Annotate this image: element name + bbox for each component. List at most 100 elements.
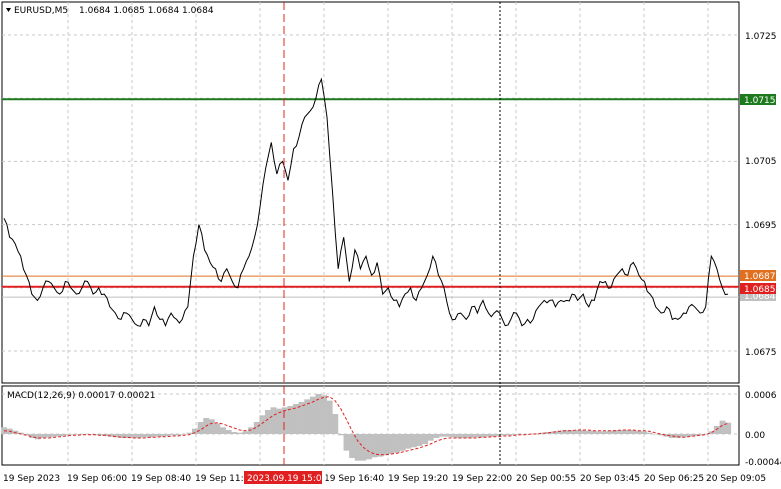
support-badge — [740, 283, 776, 294]
macd-bar — [629, 430, 636, 434]
macd-bar — [635, 430, 642, 434]
macd-bar — [253, 422, 260, 434]
macd-bar — [349, 434, 356, 458]
macd-bar — [618, 430, 625, 434]
macd-bar — [483, 434, 490, 437]
resistance-badge — [740, 94, 776, 105]
macd-bar — [18, 432, 24, 434]
macd-bar — [242, 431, 249, 434]
triangle-down-icon[interactable] — [6, 8, 11, 12]
macd-bar — [29, 434, 36, 438]
macd-bar — [377, 434, 384, 457]
macd-bar — [601, 431, 608, 434]
macd-bar — [472, 434, 479, 438]
macd-bar — [719, 420, 726, 434]
macd-bar — [416, 434, 423, 446]
price-tick: 1.0705 — [745, 157, 777, 167]
macd-bar — [337, 434, 344, 436]
macd-bar — [422, 434, 429, 444]
price-tick: 1.0725 — [745, 32, 777, 42]
price-tick: 1.0695 — [745, 221, 777, 231]
macd-bar — [107, 434, 114, 437]
macd-bar — [343, 434, 350, 451]
macd-bar — [141, 434, 148, 438]
time-tick: 19 Sep 2023 — [3, 474, 60, 484]
macd-bar — [489, 434, 496, 437]
macd-bar — [528, 434, 535, 435]
price-panel[interactable] — [1, 1, 740, 384]
macd-bar — [596, 431, 603, 434]
macd-bar — [500, 434, 507, 436]
macd-bar — [646, 432, 653, 434]
macd-bar — [175, 434, 182, 436]
current-price-badge — [740, 290, 776, 301]
crosshair-time-badge — [244, 471, 322, 484]
macd-bar — [697, 434, 704, 436]
macd-bar — [657, 434, 664, 436]
macd-bar — [281, 407, 288, 434]
macd-bar — [410, 434, 417, 448]
macd-bar — [680, 434, 687, 438]
time-tick: 19 Sep 08:40 — [131, 474, 191, 484]
macd-bar — [51, 434, 58, 437]
macd-bar — [309, 396, 316, 434]
macd-bar — [579, 430, 586, 434]
macd-bar — [607, 430, 614, 434]
macd-bar — [584, 430, 591, 434]
macd-bar — [96, 434, 103, 436]
macd-bar — [427, 434, 434, 441]
macd-bar — [652, 434, 659, 435]
macd-header: MACD(12,26,9) 0.00017 0.00021 — [7, 391, 156, 401]
macd-bar — [568, 430, 574, 434]
macd-bar — [231, 432, 238, 434]
ohlc-values: 1.0684 1.0685 1.0684 1.0684 — [79, 6, 214, 16]
macd-bar — [461, 434, 468, 438]
macd-bar — [685, 434, 692, 437]
support-badge-label: 1.0685 — [744, 285, 776, 295]
macd-bar — [691, 434, 698, 436]
macd-bar — [79, 434, 86, 435]
time-tick: 20 Sep 03:45 — [580, 474, 640, 484]
macd-bar — [624, 430, 631, 434]
macd-bar — [394, 434, 400, 453]
macd-bar — [450, 434, 457, 438]
macd-bar — [573, 430, 580, 434]
macd-bar — [214, 423, 221, 434]
macd-bar — [304, 399, 311, 434]
macd-bar — [62, 434, 69, 436]
macd-bar — [23, 434, 30, 436]
macd-bar — [130, 434, 137, 438]
time-tick: 19 Sep 19:20 — [388, 474, 448, 484]
macd-bar — [405, 434, 412, 449]
resistance-badge-label: 1.0715 — [744, 96, 776, 106]
macd-bar — [433, 434, 440, 438]
macd-bar — [40, 434, 47, 438]
macd-bar — [119, 434, 125, 438]
current-price-badge-label: 1.0684 — [744, 292, 776, 302]
macd-bar — [713, 426, 720, 434]
macd-bar — [455, 434, 462, 438]
orange-level-badge — [740, 270, 776, 281]
macd-bar — [34, 434, 41, 440]
price-axis: 1.0725 1.0705 1.0695 1.0675 — [745, 32, 777, 358]
time-axis: 19 Sep 2023 19 Sep 06:00 19 Sep 08:40 19… — [3, 471, 766, 484]
macd-bar — [135, 434, 142, 438]
macd-bar — [326, 400, 333, 434]
macd-bar — [180, 434, 187, 435]
macd-bar — [169, 434, 176, 436]
macd-bar — [641, 431, 647, 434]
time-tick: 20 Sep 09:05 — [706, 474, 766, 484]
macd-bar — [371, 434, 378, 458]
symbol-timeframe: EURUSD,M5 — [14, 6, 68, 16]
macd-bar — [74, 434, 81, 435]
time-tick: 19 Sep 22:00 — [452, 474, 512, 484]
macd-signal-line — [3, 396, 729, 456]
orange-level-badge-label: 1.0687 — [744, 272, 776, 282]
macd-bar — [702, 434, 709, 435]
macd-histogram — [1, 394, 732, 461]
macd-tick: 0.0006 — [745, 391, 777, 401]
macd-bar — [669, 434, 675, 438]
macd-bar — [152, 434, 159, 437]
macd-bar — [663, 434, 670, 437]
